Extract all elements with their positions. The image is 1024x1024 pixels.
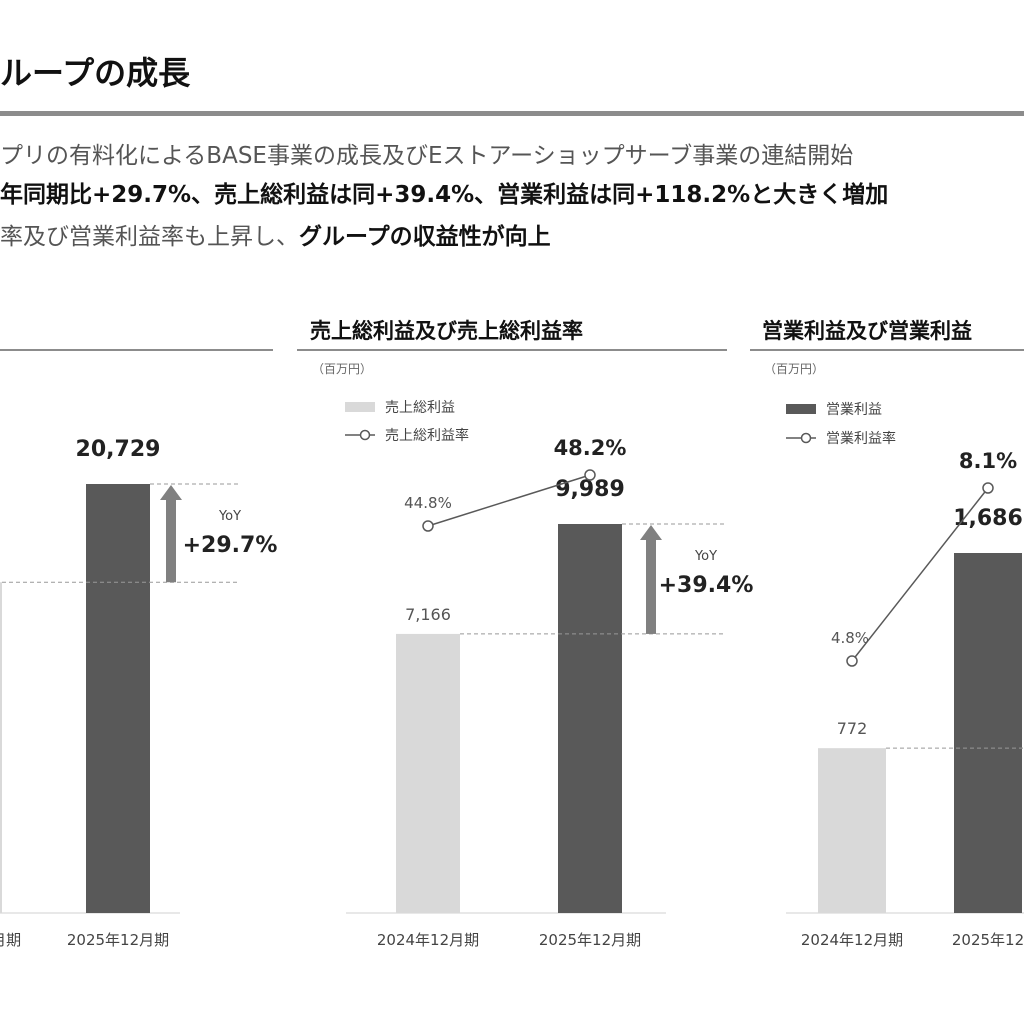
chart-2-yoy-value: +39.4% — [659, 573, 754, 598]
chart-3-margin-point-1 — [846, 655, 858, 667]
chart-2-category-1: 2024年12月期 — [377, 931, 479, 949]
chart-3-margin-line — [851, 487, 989, 662]
chart-3-value-label-1: 772 — [837, 719, 868, 738]
chart-2-bar-2 — [558, 524, 622, 913]
chart-2-unit: （百万円） — [312, 362, 372, 376]
chart-2-yoy-arrow-shaft — [646, 538, 656, 634]
chart-2-legend-marker — [359, 429, 371, 441]
chart-1-category-1: 2024年12月期 — [0, 931, 21, 949]
chart-2-margin-label-1: 44.8% — [404, 494, 452, 512]
chart-3-legend-marker — [800, 432, 812, 444]
chart-3-legend-swatch-1 — [786, 404, 816, 414]
bullet-3-emphasis: グループの収益性が向上 — [299, 224, 551, 250]
chart-2-margin-point-1 — [422, 520, 434, 532]
page-title: ループの成長 — [0, 54, 191, 92]
chart-1-bar-2 — [86, 484, 150, 913]
chart-2-margin-point-2 — [584, 469, 596, 481]
chart-2-margin-label-2: 48.2% — [554, 436, 627, 460]
chart-2-legend-label-2: 売上総利益率 — [385, 427, 469, 444]
chart-2-value-label-2: 9,989 — [555, 477, 625, 502]
chart-1-yoy-arrow-shaft — [166, 498, 176, 583]
chart-2-category-2: 2025年12月期 — [539, 931, 641, 949]
bullet-3: 率及び営業利益率も上昇し、グループの収益性が向上 — [0, 217, 551, 251]
chart-3-category-1: 2024年12月期 — [801, 931, 903, 949]
chart-3-legend-label-1: 営業利益 — [826, 402, 882, 418]
chart-2-value-label-1: 7,166 — [405, 605, 451, 624]
chart-2-yoy-arrow-head — [640, 525, 662, 540]
chart-3-title: 営業利益及び営業利益 — [762, 319, 972, 343]
bullet-1-text: プリの有料化によるBASE事業の成長及びEストアーショップサーブ事業の連結開始 — [0, 143, 854, 169]
chart-3-margin-label-1: 4.8% — [831, 629, 869, 647]
chart-3-legend-label-2: 営業利益率 — [826, 430, 896, 447]
chart-3-bar-1 — [818, 748, 886, 913]
chart-1-yoy-value: +29.7% — [183, 533, 278, 558]
chart-3-unit: （百万円） — [764, 362, 824, 376]
chart-3-bar-2 — [954, 553, 1022, 913]
bullet-2-text: 年同期比+29.7%、売上総利益は同+39.4%、営業利益は同+118.2%と大… — [0, 182, 889, 208]
chart-3-category-2: 2025年12 — [952, 931, 1024, 949]
chart-2-yoy-label: YoY — [694, 549, 717, 564]
chart-2-title: 売上総利益及び売上総利益率 — [310, 319, 583, 343]
chart-3-margin-label-2: 8.1% — [959, 449, 1017, 473]
chart-2-bar-1 — [396, 633, 460, 913]
bullet-3-text: 率及び営業利益率も上昇し、 — [0, 224, 299, 250]
chart-1-yoy-arrow-head — [160, 485, 182, 500]
chart-1-yoy-label: YoY — [218, 509, 241, 524]
chart-2-legend-label-1: 売上総利益 — [385, 400, 455, 416]
bullet-1: プリの有料化によるBASE事業の成長及びEストアーショップサーブ事業の連結開始 — [0, 136, 853, 170]
bullet-2: 年同期比+29.7%、売上総利益は同+39.4%、営業利益は同+118.2%と大… — [0, 175, 888, 209]
chart-1-bar-1 — [0, 582, 2, 913]
chart-2-legend-swatch-1 — [345, 402, 375, 412]
chart-1-value-label-2: 20,729 — [76, 437, 161, 462]
title-rule — [0, 111, 1024, 116]
chart-3-margin-point-2 — [982, 482, 994, 494]
chart-2-margin-line — [427, 474, 591, 527]
chart-1-category-2: 2025年12月期 — [67, 931, 169, 949]
